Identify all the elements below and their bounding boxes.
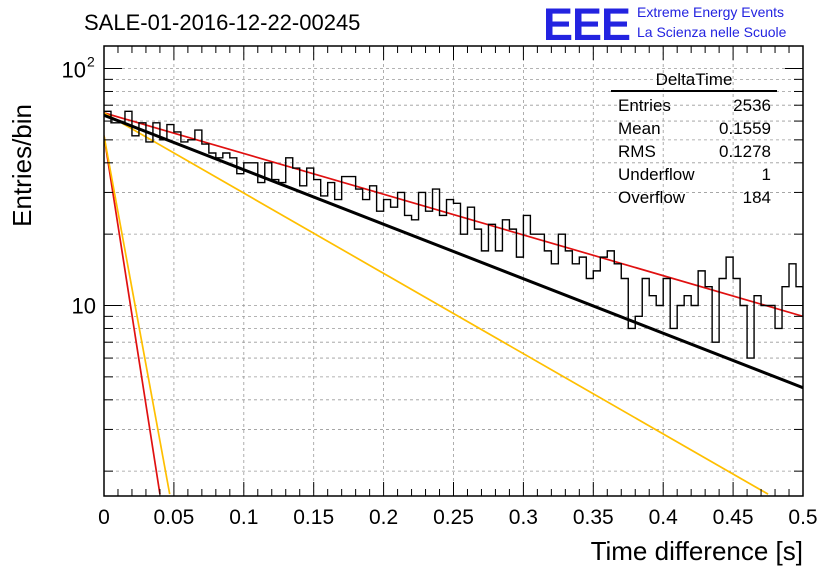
stats-label: Overflow	[618, 188, 686, 207]
stats-row-mean: Mean 0.1559	[611, 117, 777, 140]
stats-title: DeltaTime	[655, 70, 733, 89]
logo-tagline-2: La Scienza nelle Scuole	[637, 24, 787, 40]
fit-curve-4	[104, 135, 161, 495]
stats-value: 184	[742, 188, 771, 207]
stats-label: Entries	[618, 96, 671, 115]
stats-label: RMS	[618, 142, 656, 161]
x-tick-label: 0	[98, 506, 110, 529]
x-tick-label: 0.25	[433, 506, 474, 529]
histogram	[104, 110, 803, 359]
histogram-outline	[104, 110, 803, 359]
fit-curve-2	[104, 112, 803, 318]
x-tick-label: 0.45	[713, 506, 754, 529]
x-tick-label: 0.5	[788, 506, 817, 529]
y-tick-label: 10	[62, 58, 86, 83]
stats-row-overflow: Overflow 184	[611, 186, 777, 209]
x-tick-label: 0.05	[153, 506, 194, 529]
run-title: SALE-01-2016-12-22-00245	[84, 10, 361, 35]
stats-row-rms: RMS 0.1278	[611, 140, 777, 163]
stats-divider	[611, 90, 777, 92]
x-tick-label: 0.35	[573, 506, 614, 529]
logo-tagline-1: Extreme Energy Events	[637, 4, 785, 20]
fit-curves	[104, 112, 803, 495]
stats-row-entries: Entries 2536	[611, 94, 777, 117]
x-tick-label: 0.15	[293, 506, 334, 529]
y-tick-label: 10	[72, 294, 96, 319]
stats-value: 0.1278	[719, 142, 771, 161]
x-tick-label: 0.3	[509, 506, 538, 529]
x-tick-label: 0.2	[369, 506, 398, 529]
stats-label: Underflow	[618, 165, 695, 184]
stats-value: 1	[761, 165, 771, 184]
fit-curve-1	[104, 113, 803, 390]
y-axis-label: Entries/bin	[7, 104, 37, 227]
stats-row-underflow: Underflow 1	[611, 163, 777, 186]
x-tick-label: 0.1	[229, 506, 258, 529]
stats-box: DeltaTime Entries 2536 Mean 0.1559 RMS 0…	[611, 70, 777, 209]
eee-logo: EEE	[543, 0, 631, 50]
fit-curve-3	[104, 112, 769, 495]
y-tick-label-exponent: 2	[87, 54, 95, 70]
fit-curve-5	[104, 135, 171, 495]
grid-lines	[104, 46, 803, 496]
x-tick-labels: 0 0.05 0.1 0.15 0.2 0.25 0.3 0.35 0.4 0.45 0.5	[98, 506, 817, 529]
stats-value: 2536	[733, 96, 771, 115]
axis-ticks	[103, 46, 804, 496]
x-tick-label: 0.4	[649, 506, 679, 529]
x-axis-label: Time difference [s]	[591, 536, 803, 566]
stats-label: Mean	[618, 119, 661, 138]
stats-value: 0.1559	[719, 119, 771, 138]
